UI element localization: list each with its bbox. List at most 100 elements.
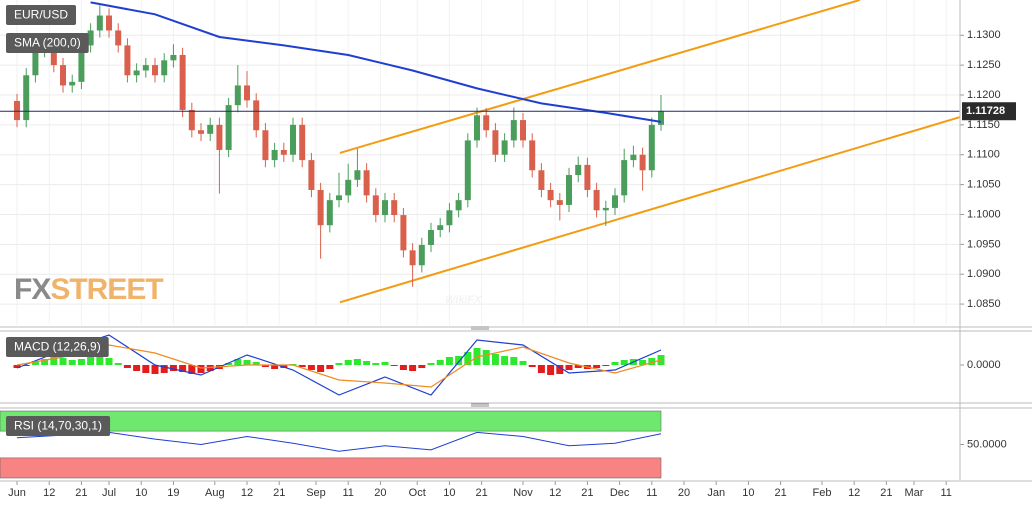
candle-body — [400, 215, 407, 251]
x-tick-label: Sep — [306, 487, 326, 499]
trendline — [339, 116, 961, 304]
candle-body — [391, 200, 398, 216]
histogram-bar — [620, 360, 628, 365]
histogram-bar — [372, 363, 380, 365]
histogram-bar — [547, 365, 555, 375]
candle-body — [639, 154, 646, 171]
candle-body — [602, 207, 609, 211]
candle-body — [262, 130, 269, 161]
candle-body — [179, 54, 186, 110]
candle-body — [648, 124, 655, 171]
histogram-bar — [50, 357, 58, 365]
candle-body — [234, 85, 241, 106]
x-tick-label: 12 — [549, 487, 561, 499]
watermark: WikiFX — [445, 294, 482, 306]
x-tick-label: Oct — [409, 487, 426, 499]
candle-body — [14, 100, 21, 121]
x-tick-label: Jun — [8, 487, 26, 499]
y-tick-label: 1.1050 — [967, 179, 1001, 191]
histogram-bar — [22, 365, 30, 366]
y-tick-label: 50.0000 — [967, 438, 1007, 450]
histogram-bar — [464, 352, 472, 365]
candle-body — [474, 115, 481, 141]
y-tick-label: 1.1250 — [967, 59, 1001, 71]
histogram-bar — [326, 365, 334, 369]
candle-body — [253, 100, 260, 131]
candle-body — [492, 130, 499, 155]
histogram-bar — [381, 362, 389, 365]
last-price-box — [962, 102, 1016, 121]
histogram-bar — [225, 363, 233, 365]
candle-body — [161, 60, 168, 76]
y-tick-label: 1.0850 — [967, 298, 1001, 310]
histogram-bar — [68, 360, 76, 365]
candle-body — [308, 160, 315, 190]
candle-body — [510, 120, 517, 141]
histogram-bar — [455, 356, 463, 365]
last-price-label: 1.11728 — [966, 105, 1005, 117]
x-tick-label: 20 — [678, 487, 690, 499]
candle-body — [216, 124, 223, 150]
candle-body — [520, 120, 527, 141]
sma-line — [90, 1, 662, 123]
candle-body — [575, 164, 582, 176]
x-tick-label: 20 — [374, 487, 386, 499]
histogram-bar — [611, 362, 619, 365]
candle-body — [372, 195, 379, 216]
histogram-bar — [13, 365, 21, 368]
histogram-bar — [197, 365, 205, 373]
histogram-bar — [390, 365, 398, 366]
x-tick-label: Feb — [813, 487, 832, 499]
histogram-bar — [427, 363, 435, 365]
watermark-part: STREET — [50, 273, 163, 306]
candle-body — [106, 15, 113, 31]
histogram-bar — [528, 365, 536, 367]
histogram-bar — [556, 365, 564, 374]
x-tick-label: 21 — [475, 487, 487, 499]
x-tick-label: Jul — [102, 487, 116, 499]
candle-body — [198, 130, 205, 134]
candle-body — [124, 45, 131, 76]
x-tick-label: 10 — [443, 487, 455, 499]
y-tick-label: 1.1000 — [967, 208, 1001, 220]
candle-body — [630, 154, 637, 161]
candle-body — [382, 200, 389, 216]
histogram-bar — [399, 365, 407, 370]
legend: RSI (14,70,30,1) — [6, 416, 111, 436]
histogram-bar — [298, 365, 306, 367]
candle-body — [612, 195, 619, 208]
legend-text: MACD (12,26,9) — [14, 340, 101, 354]
x-tick-label: Aug — [205, 487, 225, 499]
resize-handle[interactable] — [471, 326, 489, 407]
candle-body — [621, 160, 628, 196]
candle-body — [290, 124, 297, 155]
rsi-band — [0, 457, 662, 479]
candle-body — [69, 81, 76, 86]
x-tick-label: 10 — [742, 487, 754, 499]
histogram-bar — [243, 360, 251, 365]
legend-box — [6, 33, 89, 53]
candle-body — [446, 210, 453, 226]
histogram-bar — [482, 350, 490, 365]
candle-body — [115, 30, 122, 46]
candle-body — [142, 65, 149, 71]
legend: MACD (12,26,9) — [6, 337, 109, 357]
histogram-bar — [179, 365, 187, 372]
x-tick-label: 12 — [241, 487, 253, 499]
histogram-bar — [657, 355, 665, 365]
histogram-bar — [593, 365, 601, 368]
histogram-bar — [96, 356, 104, 365]
histogram-bar — [574, 365, 582, 368]
candle-body — [556, 200, 563, 205]
histogram-bar — [565, 365, 573, 370]
x-tick-label: Mar — [905, 487, 924, 499]
candle-body — [464, 140, 471, 201]
x-tick-label: 11 — [940, 487, 951, 499]
candle-body — [363, 170, 370, 196]
histogram-bar — [252, 362, 260, 365]
candle-body — [78, 45, 85, 82]
candle-body — [566, 175, 573, 205]
histogram-bar — [335, 363, 343, 365]
x-tick-label: 21 — [880, 487, 892, 499]
histogram-bar — [271, 365, 279, 369]
